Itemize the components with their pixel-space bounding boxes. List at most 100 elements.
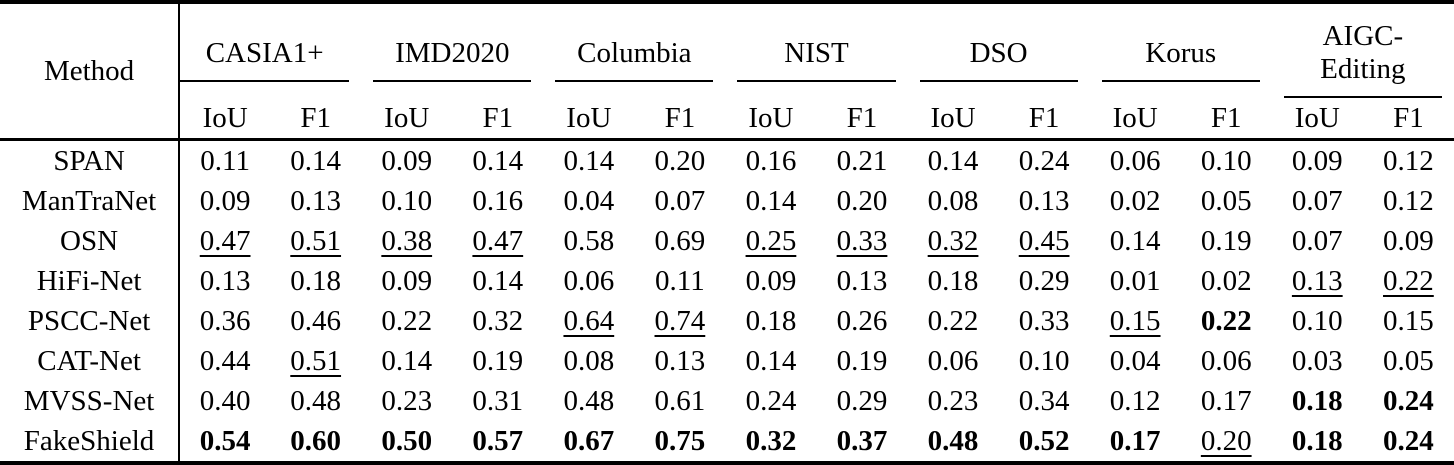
- group-header-row: Method CASIA1+ IMD2020 Columbia NIST DSO…: [0, 2, 1454, 141]
- metric-header-f1: F1: [634, 98, 726, 141]
- metric-value-cell: 0.47: [472, 225, 524, 257]
- metric-value-cell: 0.29: [836, 385, 888, 417]
- metric-value-cell: 0.40: [199, 385, 251, 417]
- metric-header-f1: F1: [998, 98, 1090, 141]
- metric-value-cell: 0.13: [836, 265, 888, 297]
- metric-value-cell: 0.57: [472, 425, 524, 457]
- metric-value-cell: 0.33: [1018, 305, 1070, 337]
- metric-value-cell: 0.13: [199, 265, 251, 297]
- metric-value-cell: 0.14: [472, 265, 524, 297]
- metric-value-cell: 0.22: [1383, 265, 1434, 297]
- metric-value-cell: 0.75: [654, 425, 706, 457]
- metric-value-cell: 0.18: [1291, 425, 1343, 457]
- results-tbody: SPAN 0.11 0.14 0.09 0.14 0.14 0.20 0.16 0.21 0.14…: [0, 139, 1454, 463]
- metric-value-cell: 0.74: [654, 305, 706, 337]
- metric-value-cell: 0.47: [199, 225, 251, 257]
- group-label: Columbia: [555, 21, 714, 82]
- table-row: SPAN 0.11 0.14 0.09 0.14 0.14 0.20 0.16 0.21 0.14…: [0, 139, 1454, 181]
- metric-value-cell: 0.09: [381, 145, 433, 177]
- metric-value-cell: 0.19: [836, 345, 888, 377]
- metric-value-cell: 0.09: [199, 185, 251, 217]
- method-cell: ManTraNet: [0, 181, 181, 221]
- metric-value-cell: 0.18: [1291, 385, 1343, 417]
- metric-value-cell: 0.24: [1018, 145, 1070, 177]
- metric-value-cell: 0.20: [654, 145, 706, 177]
- metric-header-f1: F1: [1180, 98, 1272, 141]
- metric-value-cell: 0.22: [927, 305, 979, 337]
- metric-value-cell: 0.05: [1383, 345, 1434, 377]
- metric-value-cell: 0.14: [745, 345, 797, 377]
- metric-value-cell: 0.50: [381, 425, 433, 457]
- table-row: FakeShield 0.54 0.60 0.50 0.57 0.67 0.75 0.32 0.…: [0, 421, 1454, 463]
- method-cell: HiFi-Net: [0, 261, 181, 301]
- method-cell: CAT-Net: [0, 341, 181, 381]
- metric-value-cell: 0.67: [563, 425, 615, 457]
- metric-value-cell: 0.10: [1018, 345, 1070, 377]
- metric-value-cell: 0.02: [1200, 265, 1252, 297]
- metric-value-cell: 0.16: [472, 185, 524, 217]
- metric-header-iou: IoU: [179, 98, 271, 141]
- metric-value-cell: 0.09: [1383, 225, 1434, 257]
- metric-value-cell: 0.02: [1109, 185, 1161, 217]
- metric-value-cell: 0.10: [1200, 145, 1252, 177]
- metric-value-cell: 0.11: [655, 265, 705, 297]
- metric-value-cell: 0.06: [1109, 145, 1161, 177]
- metric-value-cell: 0.21: [836, 145, 888, 177]
- metric-value-cell: 0.38: [381, 225, 433, 257]
- method-cell: OSN: [0, 221, 181, 261]
- group-header-imd2020: IMD2020: [361, 2, 543, 98]
- metric-value-cell: 0.04: [563, 185, 615, 217]
- method-cell: PSCC-Net: [0, 301, 181, 341]
- table-row: CAT-Net 0.44 0.51 0.14 0.19 0.08 0.13 0.14 0.19 0…: [0, 341, 1454, 381]
- metric-value-cell: 0.17: [1200, 385, 1252, 417]
- metric-value-cell: 0.23: [927, 385, 979, 417]
- metric-value-cell: 0.37: [836, 425, 888, 457]
- metric-value-cell: 0.14: [1109, 225, 1161, 257]
- metric-value-cell: 0.54: [199, 425, 251, 457]
- metric-value-cell: 0.03: [1291, 345, 1343, 377]
- metric-value-cell: 0.36: [199, 305, 251, 337]
- metric-header-f1: F1: [816, 98, 908, 141]
- metric-header-row: IoU F1 IoU F1 IoU F1 IoU F1 IoU F1 IoU F…: [0, 98, 1454, 141]
- metric-value-cell: 0.29: [1018, 265, 1070, 297]
- metric-value-cell: 0.64: [563, 305, 615, 337]
- metric-value-cell: 0.06: [927, 345, 979, 377]
- metric-value-cell: 0.48: [290, 385, 342, 417]
- metric-value-cell: 0.48: [927, 425, 979, 457]
- table-row: HiFi-Net 0.13 0.18 0.09 0.14 0.06 0.11 0.09 0.13…: [0, 261, 1454, 301]
- table-row: OSN 0.47 0.51 0.38 0.47 0.58 0.69 0.25 0.33 0.32 0…: [0, 221, 1454, 261]
- metric-value-cell: 0.18: [927, 265, 979, 297]
- metric-value-cell: 0.51: [290, 345, 342, 377]
- table-row: ManTraNet 0.09 0.13 0.10 0.16 0.04 0.07 0.14 0.2…: [0, 181, 1454, 221]
- metric-value-cell: 0.13: [1291, 265, 1343, 297]
- metric-header-iou: IoU: [907, 98, 999, 141]
- metric-value-cell: 0.22: [1200, 305, 1252, 337]
- metric-value-cell: 0.32: [472, 305, 524, 337]
- metric-value-cell: 0.12: [1383, 145, 1434, 177]
- group-label: AIGC-Editing: [1283, 4, 1442, 98]
- metric-value-cell: 0.45: [1018, 225, 1070, 257]
- metric-value-cell: 0.52: [1018, 425, 1070, 457]
- metric-value-cell: 0.69: [654, 225, 706, 257]
- metric-value-cell: 0.14: [927, 145, 979, 177]
- metric-value-cell: 0.10: [381, 185, 433, 217]
- method-cell: FakeShield: [0, 421, 181, 463]
- group-label: Korus: [1101, 21, 1260, 82]
- metric-value-cell: 0.25: [745, 225, 797, 257]
- group-header-korus: Korus: [1090, 2, 1272, 98]
- metric-header-iou: IoU: [361, 98, 453, 141]
- metric-header-iou: IoU: [1271, 98, 1363, 141]
- metric-value-cell: 0.13: [290, 185, 342, 217]
- metric-value-cell: 0.17: [1109, 425, 1161, 457]
- metric-value-cell: 0.11: [200, 145, 250, 177]
- metric-value-cell: 0.14: [563, 145, 615, 177]
- metric-value-cell: 0.19: [472, 345, 524, 377]
- metric-value-cell: 0.14: [290, 145, 342, 177]
- metric-value-cell: 0.09: [745, 265, 797, 297]
- metric-value-cell: 0.19: [1200, 225, 1252, 257]
- metric-value-cell: 0.16: [745, 145, 797, 177]
- metric-value-cell: 0.09: [381, 265, 433, 297]
- metric-value-cell: 0.12: [1109, 385, 1161, 417]
- metric-value-cell: 0.24: [1383, 385, 1434, 417]
